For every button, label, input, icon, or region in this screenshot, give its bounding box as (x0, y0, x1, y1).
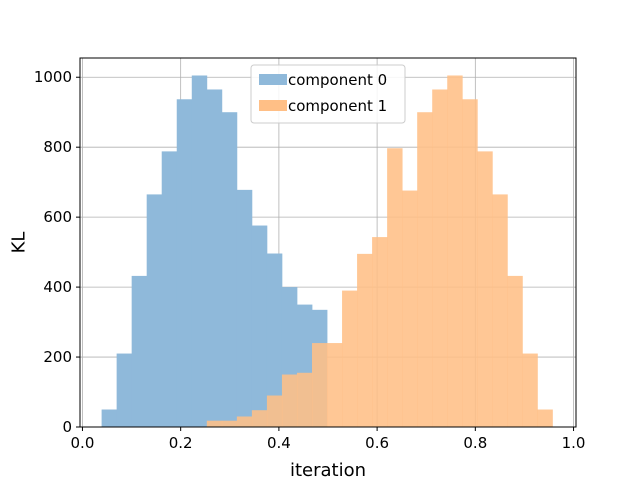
histogram-bar (251, 225, 268, 427)
histogram-bar (537, 409, 553, 427)
y-tick-label: 1000 (34, 68, 72, 86)
histogram-bar (176, 99, 193, 428)
histogram-bar (492, 194, 508, 427)
histogram-bar (146, 194, 163, 427)
x-tick-label: 0.0 (71, 434, 95, 452)
histogram-bar (161, 151, 178, 428)
histogram-bar (311, 343, 328, 427)
histogram-bar (236, 416, 253, 427)
histogram-bar (462, 99, 478, 428)
histogram-bar (447, 75, 463, 427)
histogram-bar (296, 372, 313, 427)
legend-swatch (259, 74, 287, 85)
y-tick-label: 0 (62, 418, 72, 436)
histogram-bar (432, 89, 448, 428)
y-axis-label: KL (8, 232, 29, 254)
legend-entry: component 0 (288, 71, 387, 89)
legend-swatch (259, 100, 287, 111)
histogram-bar (116, 353, 133, 427)
histogram-bar (281, 374, 298, 427)
bars-layer (101, 75, 553, 428)
histogram-bar (191, 75, 208, 427)
y-tick-label: 400 (43, 278, 72, 296)
histogram-bar (101, 409, 118, 427)
legend-entry: component 1 (288, 97, 387, 115)
x-tick-label: 0.8 (463, 434, 487, 452)
y-tick-label: 800 (43, 138, 72, 156)
histogram-bar (522, 353, 538, 427)
series-1-bars (206, 75, 553, 428)
legend: component 0 component 1 (250, 64, 406, 124)
histogram-bar (221, 420, 238, 427)
histogram-bar (266, 253, 283, 427)
x-tick-label: 1.0 (562, 434, 586, 452)
legend-box (250, 64, 406, 124)
histogram-bar (131, 275, 148, 427)
histogram-bar (417, 112, 433, 428)
x-tick-label: 0.2 (169, 434, 193, 452)
histogram-bar (342, 290, 358, 427)
histogram-bar (206, 420, 223, 427)
histogram-bar (372, 237, 388, 427)
histogram-bar (477, 151, 493, 428)
histogram-bar (327, 343, 343, 427)
histogram-bar (357, 253, 373, 427)
histogram-bar (221, 112, 238, 428)
y-tick-label: 200 (43, 348, 72, 366)
histogram-bar (387, 148, 403, 427)
histogram-bar (236, 189, 253, 427)
x-tick-label: 0.4 (267, 434, 291, 452)
histogram-bar (266, 395, 283, 427)
plot-frame (79, 57, 577, 428)
histogram-bar (507, 275, 523, 427)
x-axis-label: iteration (290, 460, 366, 480)
x-tick-label: 0.6 (365, 434, 389, 452)
y-tick-label: 600 (43, 208, 72, 226)
histogram-bar (251, 410, 268, 427)
ticks-layer: 0.0 0.2 0.4 0.6 0.8 1.0 0 200 400 600 800 1000 (34, 68, 586, 452)
histogram-bar (206, 89, 223, 428)
histogram-bar (402, 190, 418, 427)
